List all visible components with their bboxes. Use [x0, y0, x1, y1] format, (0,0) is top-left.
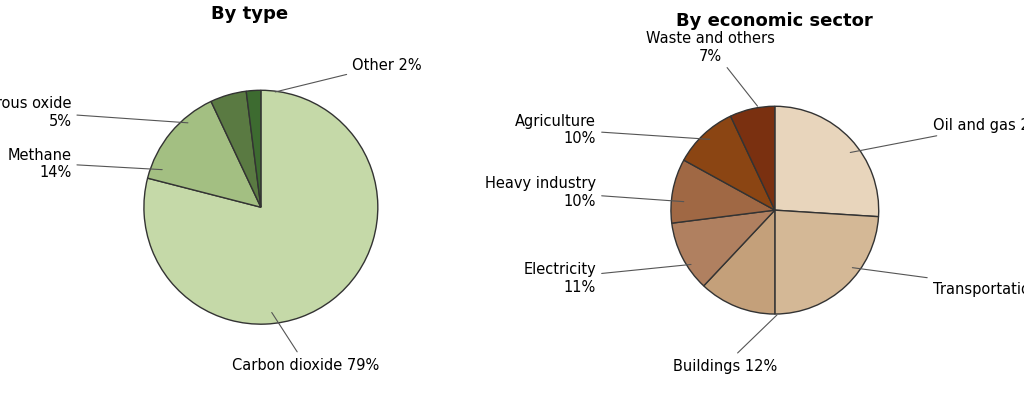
Title: By economic sector: By economic sector [677, 12, 873, 30]
Text: Waste and others
7%: Waste and others 7% [646, 31, 775, 107]
Text: Agriculture
10%: Agriculture 10% [515, 114, 710, 146]
Wedge shape [144, 91, 378, 324]
Text: Carbon dioxide 79%: Carbon dioxide 79% [231, 313, 379, 372]
Wedge shape [684, 117, 775, 211]
Text: Other 2%: Other 2% [275, 58, 422, 93]
Title: By type: By type [211, 5, 288, 23]
Text: Methane
14%: Methane 14% [7, 147, 162, 180]
Wedge shape [671, 161, 775, 224]
Wedge shape [672, 211, 775, 286]
Wedge shape [775, 107, 879, 217]
Wedge shape [703, 211, 775, 314]
Text: Transportation 24%: Transportation 24% [852, 268, 1024, 296]
Wedge shape [211, 92, 261, 208]
Text: Electricity
11%: Electricity 11% [523, 262, 691, 294]
Wedge shape [730, 107, 775, 211]
Text: Heavy industry
10%: Heavy industry 10% [485, 176, 684, 208]
Wedge shape [147, 102, 261, 208]
Wedge shape [775, 211, 879, 314]
Text: Oil and gas 26%: Oil and gas 26% [850, 118, 1024, 153]
Text: Buildings 12%: Buildings 12% [673, 315, 777, 373]
Wedge shape [246, 91, 261, 208]
Text: Nitrous oxide
5%: Nitrous oxide 5% [0, 96, 188, 128]
